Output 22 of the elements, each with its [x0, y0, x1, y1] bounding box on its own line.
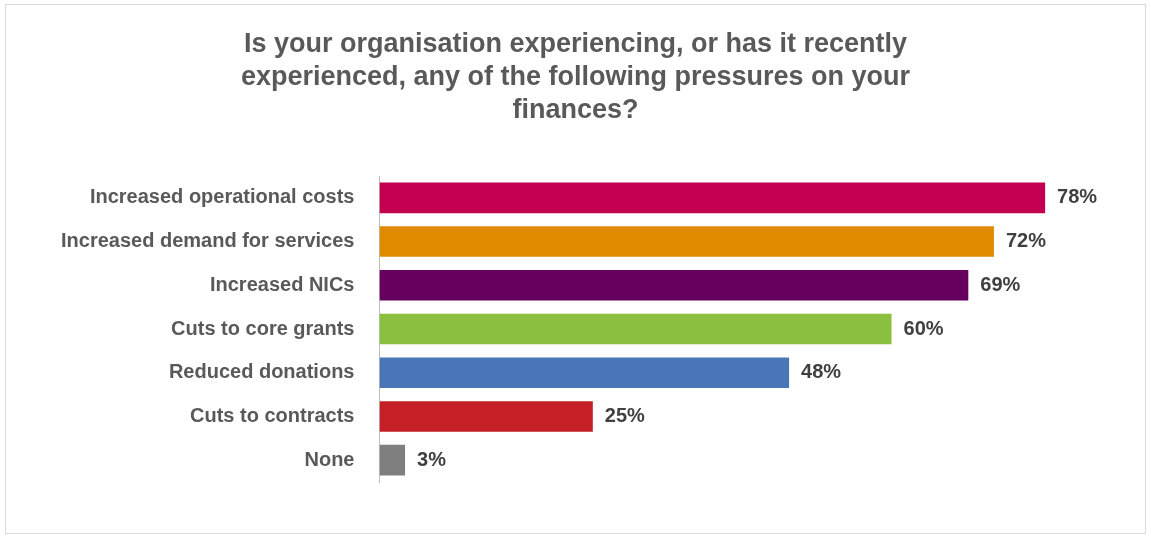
- y-tick-label: None: [304, 447, 355, 470]
- bar: [379, 357, 790, 389]
- bar: [379, 313, 892, 345]
- bar: [379, 444, 406, 476]
- bar: [379, 401, 593, 432]
- y-tick-label: Cuts to contracts: [190, 403, 355, 426]
- data-label: 78%: [1057, 185, 1098, 208]
- data-label: 60%: [903, 316, 944, 339]
- data-label: 25%: [604, 403, 646, 426]
- data-label: 48%: [801, 360, 842, 383]
- y-tick-label: Increased demand for services: [60, 229, 355, 252]
- bar: [379, 269, 969, 301]
- bar: [379, 182, 1046, 214]
- y-tick-label: Cuts to core grants: [171, 316, 355, 339]
- data-label: 3%: [417, 447, 447, 470]
- y-tick-label: Increased NICs: [209, 272, 355, 295]
- data-label: 72%: [1005, 229, 1047, 252]
- y-tick-label: Reduced donations: [168, 360, 355, 383]
- chart-title: Is your organisation experiencing, or has it recently experienced, any of the following pressures on your finances?: [239, 27, 912, 126]
- data-label: 69%: [980, 272, 1021, 295]
- bar: [379, 226, 994, 257]
- y-tick-label: Increased operational costs: [89, 185, 355, 208]
